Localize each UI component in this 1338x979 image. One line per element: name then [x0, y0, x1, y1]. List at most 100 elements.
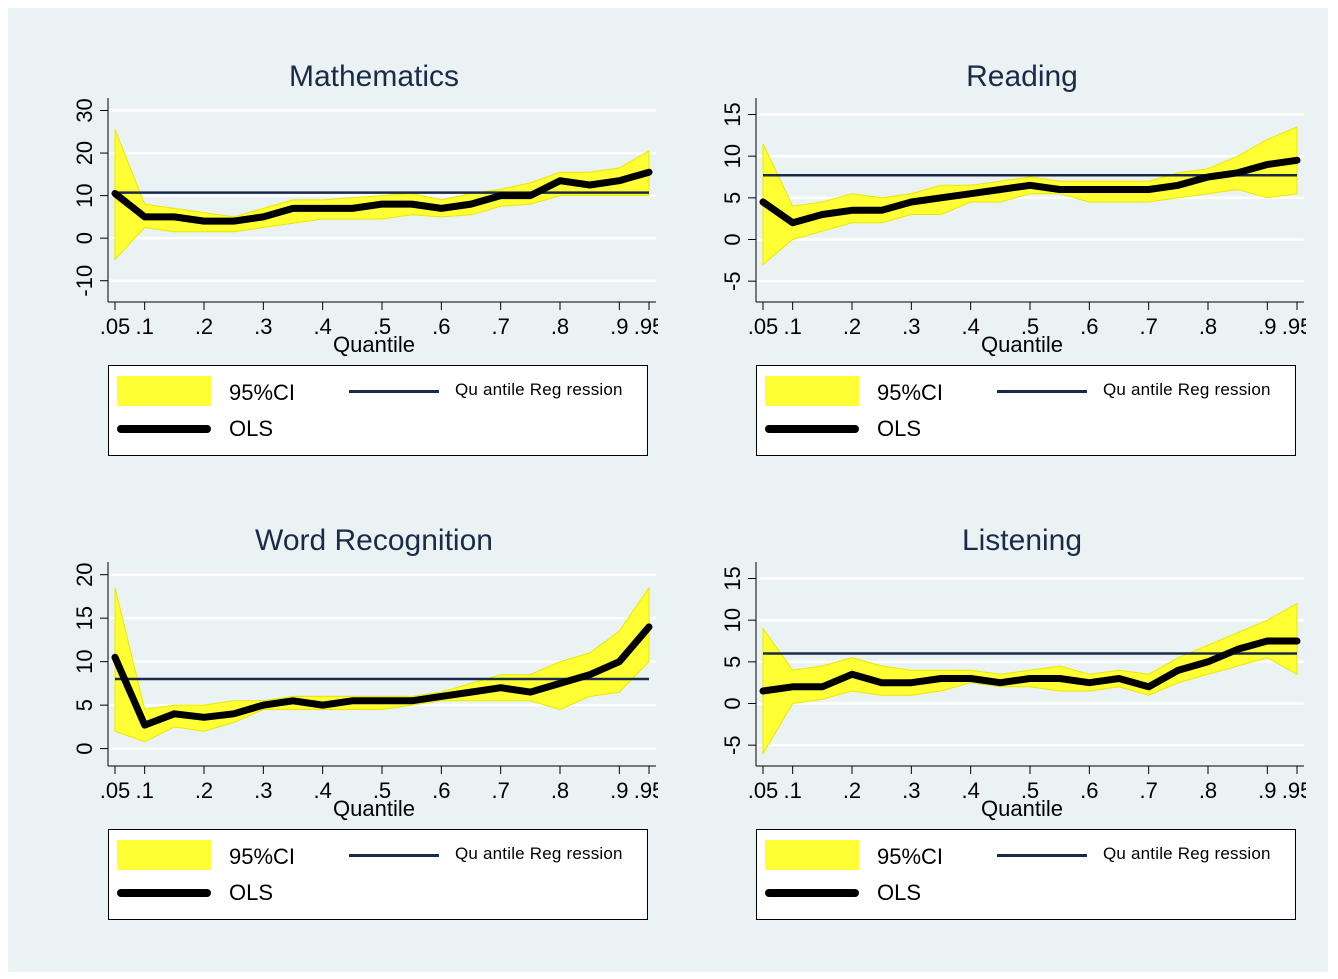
panel-listening: -5 0 5 10 15 .05.1 .2 .3 .4 .5 .6 .7 .8 .9.95 Quantile… — [656, 472, 1306, 942]
y-tick-label: 0 — [720, 233, 745, 245]
legend-ols-swatch — [117, 425, 211, 433]
x-tick-label: .9 — [610, 314, 628, 339]
legend-ols-swatch — [765, 425, 859, 433]
x-tick-label: .7 — [491, 314, 509, 339]
x-tick-label: .8 — [1199, 314, 1217, 339]
x-tick-label: .3 — [254, 314, 272, 339]
legend-ols-label: OLS — [229, 416, 274, 441]
figure: -100102030.05.1.2.3.4.5.6.7.8.9.95Quanti… — [8, 8, 1328, 972]
chart-title: Reading — [966, 60, 1078, 93]
legend-qr-label: Qu antile Reg ression — [455, 380, 623, 399]
chart-word-recognition: 0 5 10 15 20 .05.1 .2 .3 .4 .5 .6 .7 .8 .9.95 Quantile… — [72, 524, 658, 821]
x-tick-label: .5 — [373, 778, 391, 803]
x-tick-label: .05 — [100, 778, 131, 803]
x-axis-title: Quantile — [333, 332, 415, 357]
y-tick-label: 5 — [72, 699, 97, 711]
legend: 95%CI Qu antile Reg ression OLS — [756, 829, 1296, 920]
legend-ols-label: OLS — [877, 880, 922, 905]
legend-ci-swatch — [117, 840, 211, 870]
series-line-ols — [759, 156, 1301, 227]
x-tick-label: .4 — [313, 314, 331, 339]
x-tick-label: .8 — [551, 314, 569, 339]
y-tick-label: 5 — [720, 192, 745, 204]
x-tick-label: .1 — [135, 314, 153, 339]
x-tick-label: .1 — [783, 778, 801, 803]
chart-reading: -5 0 5 10 15 .05.1 .2 .3 .4 .5 .6 .7 .8 .9.95 Quantile… — [720, 60, 1306, 357]
legend-qr-label: Qu antile Reg ression — [1103, 844, 1271, 863]
series-line-ols — [111, 623, 653, 729]
legend-ci-swatch — [765, 840, 859, 870]
series-line-ols — [759, 637, 1301, 695]
x-tick-label: .95 — [1282, 314, 1306, 339]
x-tick-label: .5 — [1021, 778, 1039, 803]
legend-qr-swatch — [349, 854, 439, 857]
legend: 95%CI Qu antile Reg ression OLS — [108, 365, 648, 456]
x-tick-label: .6 — [1080, 314, 1098, 339]
legend: 95%CI Qu antile Reg ression OLS — [756, 365, 1296, 456]
y-tick-label: 0 — [72, 232, 97, 244]
y-tick-label: 30 — [72, 98, 97, 122]
x-tick-label: .4 — [313, 778, 331, 803]
legend-ci-swatch — [117, 376, 211, 406]
x-axis-title: Quantile — [333, 796, 415, 821]
x-tick-label: .5 — [1021, 314, 1039, 339]
legend: 95%CI Qu antile Reg ression OLS — [108, 829, 648, 920]
x-tick-label: .05 — [748, 778, 779, 803]
x-tick-label: .9 — [1258, 778, 1276, 803]
x-axis-title: Quantile — [981, 332, 1063, 357]
x-tick-label: .9 — [1258, 314, 1276, 339]
x-tick-label: .95 — [1282, 778, 1306, 803]
x-tick-label: .5 — [373, 314, 391, 339]
legend-qr-swatch — [349, 390, 439, 393]
chart-mathematics: -10 0 10 20 30 .05.1 .2 .3 .4 .5 .6 .7 .8 .9.95 Quanti… — [72, 60, 658, 357]
x-tick-label: .7 — [1139, 314, 1157, 339]
y-tick-label: -10 — [72, 265, 97, 297]
legend-ols-swatch — [765, 889, 859, 897]
y-tick-label: 20 — [72, 141, 97, 165]
legend-ci-swatch — [765, 376, 859, 406]
panel-word-recognition: 0 5 10 15 20 .05.1 .2 .3 .4 .5 .6 .7 .8 .9.95 Quantile… — [8, 472, 658, 942]
y-tick-label: 10 — [720, 608, 745, 632]
legend-qr-label: Qu antile Reg ression — [455, 844, 623, 863]
x-axis-title: Quantile — [981, 796, 1063, 821]
x-tick-label: .6 — [1080, 778, 1098, 803]
legend-qr-label: Qu antile Reg ression — [1103, 380, 1271, 399]
y-tick-label: 5 — [720, 656, 745, 668]
x-tick-label: .3 — [902, 314, 920, 339]
y-tick-label: 15 — [720, 566, 745, 590]
y-tick-label: 10 — [720, 144, 745, 168]
x-tick-label: .8 — [1199, 778, 1217, 803]
series-line-ols — [111, 168, 653, 225]
y-tick-label: 15 — [720, 102, 745, 126]
x-tick-label: .2 — [843, 314, 861, 339]
y-tick-label: 0 — [720, 697, 745, 709]
x-tick-label: .9 — [610, 778, 628, 803]
y-tick-label: -5 — [720, 271, 745, 291]
y-tick-label: 15 — [72, 606, 97, 630]
ci-band — [762, 126, 1298, 266]
x-tick-label: .1 — [783, 314, 801, 339]
ci-band — [114, 129, 650, 261]
y-tick-label: -5 — [720, 735, 745, 755]
legend-qr-swatch — [997, 390, 1087, 393]
x-tick-label: .2 — [195, 314, 213, 339]
ci-band — [114, 586, 650, 743]
x-tick-label: .6 — [432, 314, 450, 339]
panel-mathematics: -10 0 10 20 30 .05.1 .2 .3 .4 .5 .6 .7 .8 .9.95 Quanti… — [8, 8, 658, 478]
panel-reading: -5 0 5 10 15 .05.1 .2 .3 .4 .5 .6 .7 .8 .9.95 Quantile… — [656, 8, 1306, 478]
legend-ci-label: 95%CI — [229, 844, 296, 869]
legend-ols-label: OLS — [229, 880, 274, 905]
x-tick-label: .6 — [432, 778, 450, 803]
legend-qr-swatch — [997, 854, 1087, 857]
x-tick-label: .4 — [961, 314, 979, 339]
x-tick-label: .1 — [135, 778, 153, 803]
y-tick-label: 20 — [72, 562, 97, 586]
legend-ci-label: 95%CI — [229, 380, 296, 405]
x-tick-label: .7 — [491, 778, 509, 803]
x-tick-label: .8 — [551, 778, 569, 803]
chart-title: Word Recognition — [255, 524, 493, 557]
y-tick-label: 0 — [72, 742, 97, 754]
x-tick-label: .95 — [634, 314, 658, 339]
y-tick-label: 10 — [72, 183, 97, 207]
x-tick-label: .2 — [195, 778, 213, 803]
